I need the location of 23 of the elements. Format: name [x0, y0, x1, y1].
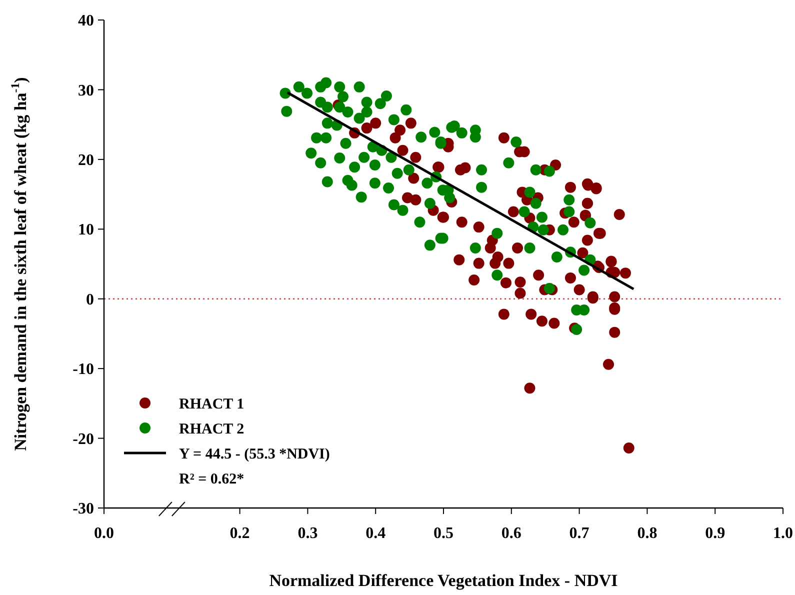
x-tick-label: 0.0: [94, 525, 114, 542]
annotation: R² = 0.62*: [179, 471, 244, 488]
y-tick-label: 10: [78, 222, 94, 239]
y-tick-label: 30: [78, 82, 94, 100]
x-tick-label: 0.4: [366, 525, 386, 542]
legend-label: Y = 44.5 - (55.3 *NDVI): [179, 446, 330, 462]
x-tick-label: 1.0: [773, 525, 793, 542]
x-tick-label: 0.9: [705, 525, 726, 542]
legend-label: RHACT 2: [179, 421, 244, 438]
y-tick-label: -10: [72, 361, 94, 378]
x-tick-label: 0.8: [637, 525, 658, 542]
x-tick-label: 0.7: [569, 525, 590, 542]
x-tick-label: 0.6: [501, 525, 522, 542]
x-tick-label: 0.3: [298, 525, 318, 542]
x-axis-title: Normalized Difference Vegetation Index - NDVI: [269, 571, 618, 590]
y-tick-label: -20: [72, 430, 94, 448]
y-tick-label: 40: [78, 12, 94, 30]
x-tick-label: 0.2: [230, 525, 250, 542]
legend-label: RHACT 1: [179, 396, 244, 412]
y-tick-label: -30: [72, 500, 94, 518]
x-tick-label: 0.5: [434, 525, 454, 542]
y-tick-label: 20: [78, 152, 94, 170]
y-tick-label: 0: [86, 291, 94, 308]
